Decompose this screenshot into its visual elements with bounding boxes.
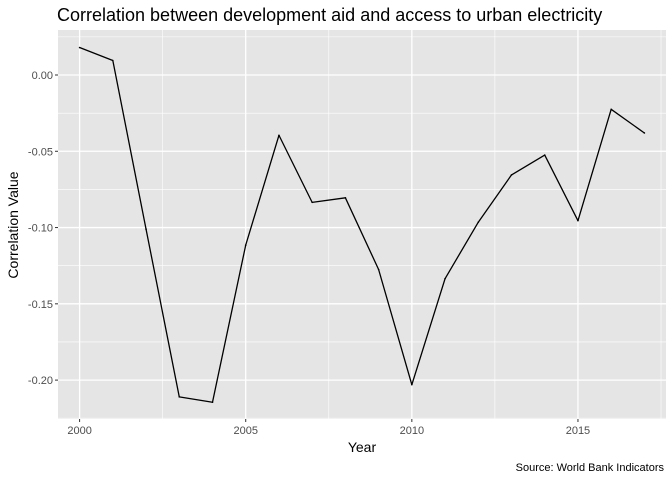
plot-panel xyxy=(58,30,666,419)
data-point xyxy=(244,244,247,246)
data-point xyxy=(211,401,214,404)
chart-title: Correlation between development aid and … xyxy=(57,5,602,25)
minor-gridlines xyxy=(58,30,666,419)
data-point xyxy=(477,221,480,224)
y-axis: 0.00 -0.05 -0.10 -0.15 -0.20 xyxy=(28,70,58,387)
x-tick-label: 2005 xyxy=(233,425,257,437)
data-point xyxy=(643,132,646,134)
y-tick-label: 0.00 xyxy=(32,70,53,82)
data-point xyxy=(112,59,114,62)
data-point xyxy=(278,134,280,137)
data-point xyxy=(610,108,612,111)
series-line xyxy=(79,46,645,403)
data-point xyxy=(311,201,313,204)
data-point xyxy=(444,277,446,280)
y-tick-label: -0.10 xyxy=(28,223,53,235)
x-tick-label: 2000 xyxy=(67,425,91,437)
data-point xyxy=(510,174,513,176)
x-tick-label: 2010 xyxy=(400,425,424,437)
data-point xyxy=(411,383,413,386)
x-axis: 2000 2005 2010 2015 xyxy=(67,419,590,437)
data-point xyxy=(145,228,147,230)
source-caption: Source: World Bank Indicators xyxy=(516,462,665,474)
major-gridlines xyxy=(58,30,666,419)
data-point xyxy=(78,46,81,49)
series-layer xyxy=(78,46,646,404)
data-point xyxy=(377,268,380,271)
data-point xyxy=(178,396,181,398)
x-axis-title: Year xyxy=(348,439,377,455)
y-tick-label: -0.05 xyxy=(28,146,53,158)
y-tick-label: -0.20 xyxy=(28,375,53,387)
data-point xyxy=(344,197,347,199)
data-point xyxy=(577,219,579,222)
y-axis-title: Correlation Value xyxy=(5,171,21,278)
x-tick-label: 2015 xyxy=(566,425,590,437)
data-point xyxy=(543,154,546,156)
y-tick-label: -0.15 xyxy=(28,299,53,311)
